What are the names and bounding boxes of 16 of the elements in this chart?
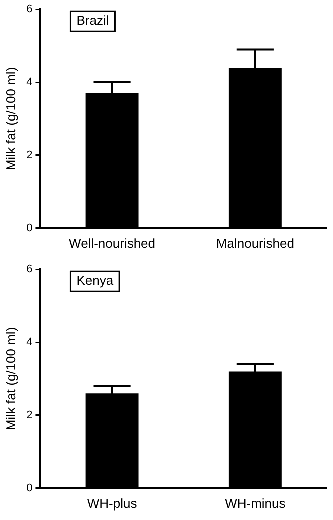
y-tick-label: 4 — [26, 336, 33, 349]
chart-title: Brazil — [76, 13, 110, 28]
y-tick-label: 0 — [26, 482, 33, 494]
x-tick-label: WH-minus — [225, 496, 286, 511]
y-axis-title: Milk fat (g/100 ml) — [3, 327, 18, 431]
y-tick-label: 6 — [26, 264, 33, 276]
y-axis-title: Milk fat (g/100 ml) — [3, 67, 18, 171]
y-tick-label: 4 — [26, 76, 33, 89]
y-tick-label: 6 — [26, 4, 33, 16]
chart-title: Kenya — [76, 273, 114, 288]
x-tick-label: WH-plus — [87, 496, 138, 511]
y-tick-label: 2 — [26, 410, 33, 422]
y-tick-label: 0 — [26, 222, 33, 234]
y-tick-label: 2 — [26, 150, 33, 162]
x-tick-label: Well-nourished — [69, 236, 156, 251]
x-tick-label: Malnourished — [216, 236, 294, 251]
